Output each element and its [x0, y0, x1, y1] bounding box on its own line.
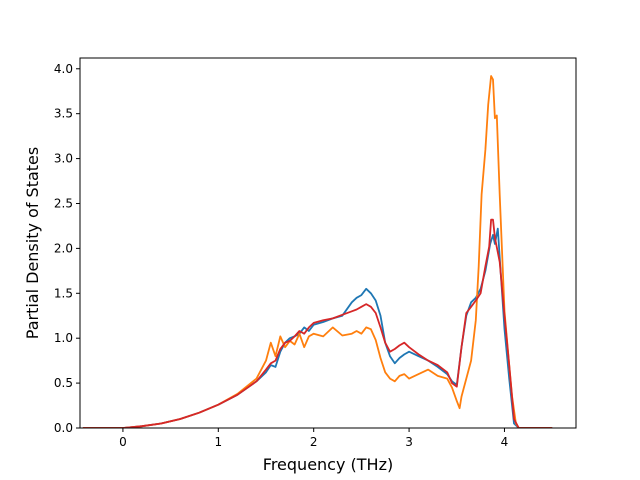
y-tick-label: 3.5 — [54, 107, 73, 121]
y-tick-label: 2.5 — [54, 196, 73, 210]
x-tick-label: 1 — [214, 435, 222, 449]
x-axis: 0 1 2 3 4 — [119, 428, 508, 449]
x-tick-label: 3 — [405, 435, 413, 449]
series-line-1 — [82, 227, 553, 428]
y-axis: 0.0 0.5 1.0 1.5 2.0 2.5 3.0 3.5 4.0 — [54, 62, 80, 435]
x-tick-label: 2 — [310, 435, 318, 449]
y-tick-label: 0.0 — [54, 421, 73, 435]
y-tick-label: 3.0 — [54, 152, 73, 166]
series-line-2 — [82, 75, 553, 428]
plot-frame — [79, 57, 577, 429]
y-tick-label: 4.0 — [54, 62, 73, 76]
y-tick-label: 1.5 — [54, 286, 73, 300]
x-tick-label: 0 — [119, 435, 127, 449]
y-tick-label: 2.0 — [54, 241, 73, 255]
series-line-3 — [82, 218, 553, 428]
y-axis-label: Partial Density of States — [23, 147, 42, 339]
x-tick-label: 4 — [501, 435, 509, 449]
y-tick-label: 1.0 — [54, 331, 73, 345]
y-tick-label: 0.5 — [54, 376, 73, 390]
x-axis-label: Frequency (THz) — [263, 455, 393, 474]
series-layer — [82, 75, 553, 428]
